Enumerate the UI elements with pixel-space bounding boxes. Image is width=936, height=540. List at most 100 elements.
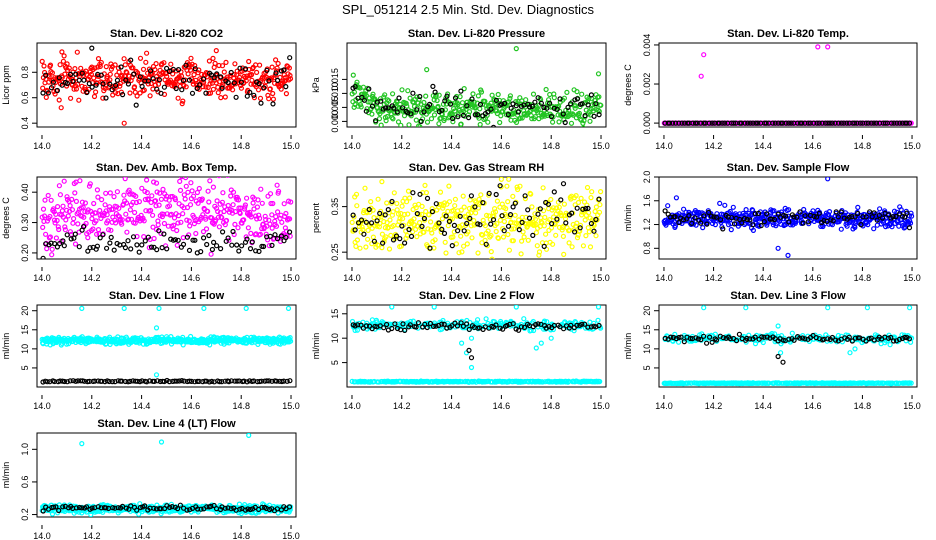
panel-7-black-point: [284, 378, 290, 384]
panel-1-black-point: [139, 83, 145, 90]
panel-4-colored-point: [51, 217, 58, 223]
panel-1-colored-point: [40, 85, 46, 91]
panel-3-xtick-label: 14.6: [804, 141, 822, 151]
panel-1-black-point: [281, 67, 287, 73]
panel-4-colored-point: [203, 216, 209, 222]
panel-9-xtick-label: 14.8: [854, 401, 872, 411]
panel-2-colored-point: [469, 99, 475, 105]
panel-5-colored-point: [473, 210, 479, 216]
panel-1-colored-point: [60, 79, 66, 85]
panel-1-points: [39, 45, 294, 126]
panel-4-colored-outlier: [153, 180, 160, 186]
panel-4-black-point: [175, 237, 181, 243]
panel-9-colored-outlier: [852, 346, 858, 352]
panel-8-black-point: [384, 321, 390, 328]
panel-5-colored-point: [487, 216, 493, 222]
panel-4-xtick-label: 14.0: [33, 273, 51, 283]
panel-6-black-point: [705, 209, 712, 215]
panel-9-black-point: [720, 335, 727, 341]
panel-2-black-point: [391, 105, 397, 111]
panel-2-black-point: [444, 93, 450, 99]
panel-4-colored-point: [232, 221, 238, 227]
panel-5-colored-point: [522, 263, 526, 267]
panel-6-black-point: [805, 219, 811, 225]
panel-6-black-point: [879, 215, 886, 221]
panel-4-colored-point: [149, 193, 155, 199]
panel-5-colored-point: [359, 224, 365, 230]
panel-4-colored-point: [182, 196, 188, 202]
panel-4-colored-point: [235, 197, 242, 203]
panel-4-colored-point: [45, 192, 51, 199]
panel-5-black-point: [554, 216, 560, 222]
panel-6-colored-point: [680, 206, 687, 212]
panel-4-colored-point: [124, 229, 130, 235]
panel-4-colored-point: [95, 227, 102, 233]
panel-7-black-point: [47, 379, 53, 385]
panel-8-colored-outlier: [389, 305, 395, 310]
panel-8-black-point: [407, 322, 413, 328]
panel-1-black-point: [211, 75, 217, 81]
panel-5-colored-point: [484, 212, 490, 218]
panel-6-black-point: [711, 214, 717, 220]
panel-5-colored-point: [353, 243, 359, 249]
panel-4-colored-point: [287, 216, 293, 222]
panel-2-black-point: [568, 101, 574, 107]
panel-3-black-point: [811, 120, 817, 126]
panel-1-colored-point: [210, 55, 216, 62]
panel-8-black-point: [493, 322, 499, 328]
panel-5-black-point: [451, 222, 457, 228]
panel-4-colored-point: [193, 230, 199, 237]
panel-1-colored-point: [257, 62, 263, 68]
panel-5-black-point: [464, 220, 470, 227]
panel-9-colored-point: [675, 339, 682, 345]
panel-4-colored-point: [47, 234, 54, 240]
panel-8-colored-point: [475, 317, 481, 323]
panel-8-black-point: [415, 320, 421, 326]
panel-4-colored-point: [155, 222, 161, 228]
panel-7-black-point: [174, 378, 180, 384]
panel-3-black-point: [672, 120, 679, 126]
panel-3-points: [661, 44, 914, 126]
panel-5-black-point: [361, 231, 367, 237]
panel-5-colored-point: [520, 229, 526, 235]
panel-1-colored-point: [236, 74, 243, 81]
panel-2-colored-point: [586, 95, 592, 102]
panel-8-colored-point: [376, 379, 382, 385]
panel-4-colored-point: [94, 187, 101, 193]
panel-4-black-point: [229, 242, 235, 248]
panel-3-black-point: [788, 120, 794, 126]
panel-4-colored-point: [215, 214, 221, 220]
panel-3-black-point: [786, 120, 792, 126]
panel-2-colored-outlier: [595, 71, 602, 77]
panel-1-colored-point: [206, 58, 212, 64]
panel-1-colored-point: [49, 70, 56, 76]
panel-4-colored-point: [219, 215, 225, 221]
panel-1-colored-point: [205, 70, 211, 76]
panel-6-colored-point: [876, 206, 883, 212]
panel-2-black-point: [562, 119, 568, 126]
panel-6-black-point: [783, 213, 789, 219]
panel-6-colored-point: [665, 203, 671, 209]
panel-6-black-point: [841, 215, 847, 221]
panel-7-black-point: [176, 378, 182, 384]
panel-2-points: [349, 45, 604, 127]
panel-1-colored-point: [203, 84, 209, 90]
panel-1-black-point: [170, 66, 176, 72]
panel-4-colored-point: [57, 192, 64, 198]
panel-1-black-point: [256, 80, 262, 87]
panel-10-xtick-label: 14.0: [33, 531, 51, 540]
panel-4-colored-point: [219, 199, 225, 205]
panel-4-black-point: [71, 235, 77, 241]
panel-4-colored-point: [65, 213, 71, 219]
panel-4-colored-point: [92, 210, 99, 216]
panel-6-black-point: [874, 217, 880, 223]
panel-1-black-point: [100, 81, 106, 87]
panel-7-black-point: [44, 379, 50, 385]
panel-10-frame: [36, 432, 297, 518]
panel-2-black-point: [546, 100, 553, 106]
panel-4-colored-point: [83, 220, 89, 227]
panel-1-colored-point: [170, 71, 176, 77]
panel-6-colored-point: [750, 227, 757, 233]
panel-4-colored-point: [241, 217, 247, 223]
panel-6-black-point: [794, 214, 800, 220]
